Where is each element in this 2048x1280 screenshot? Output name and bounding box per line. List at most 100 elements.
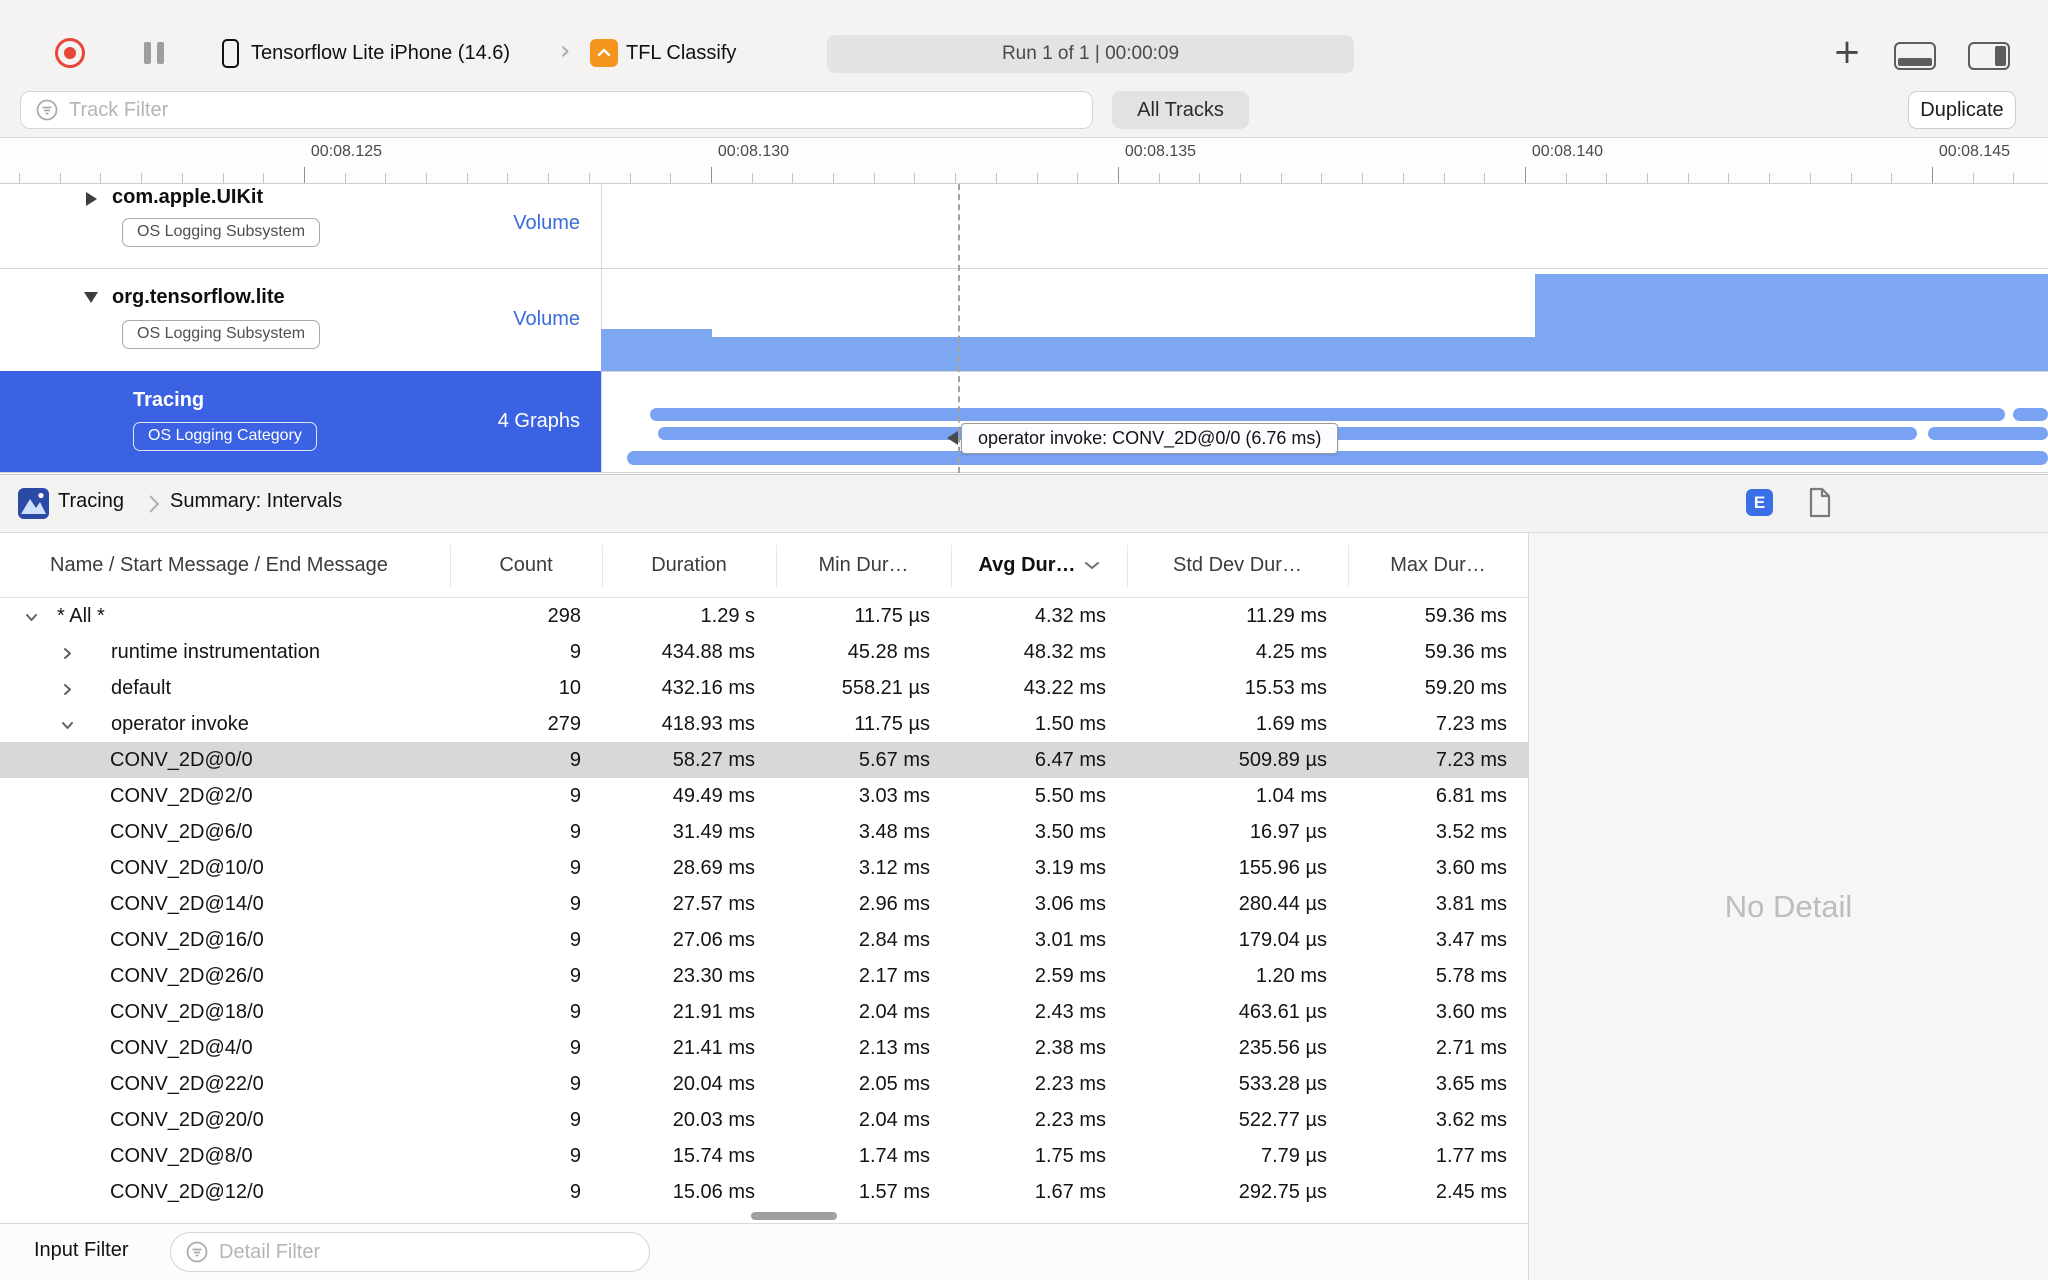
track-title[interactable]: org.tensorflow.lite [112,286,285,308]
interval-bar[interactable] [627,451,2048,465]
volume-graph-segment[interactable] [1535,274,2048,371]
column-header-duration[interactable]: Duration [651,554,727,576]
table-row-selected[interactable]: CONV_2D@0/0 9 58.27 ms 5.67 ms 6.47 ms 509.89… [0,742,1528,778]
view-mode-button[interactable]: E [1746,489,1773,516]
table-row[interactable]: operator invoke 279 418.93 ms 11.75 µs 1.50 … [0,706,1528,742]
pause-button[interactable] [144,42,151,64]
ruler-minor-tick [1484,173,1486,183]
table-row[interactable]: default 10 432.16 ms 558.21 µs 43.22 ms 15.53… [0,670,1528,706]
pause-icon[interactable] [157,42,164,64]
detail-filter-field[interactable] [170,1232,650,1272]
ruler-minor-tick [1443,173,1445,183]
row-count: 9 [569,748,581,771]
input-filter-label[interactable]: Input Filter [34,1239,129,1261]
disclosure-right-icon[interactable] [86,192,97,206]
toggle-bottom-panel-button[interactable] [1894,42,1936,70]
document-icon[interactable] [1808,487,1832,523]
table-row[interactable]: CONV_2D@20/0 9 20.03 ms 2.04 ms 2.23 ms 522.7… [0,1102,1528,1138]
run-status: Run 1 of 1 | 00:00:09 [827,35,1354,73]
column-header-name[interactable]: Name / Start Message / End Message [50,554,388,576]
column-divider [951,545,952,587]
all-tracks-button[interactable]: All Tracks [1112,91,1249,129]
table-row[interactable]: CONV_2D@16/0 9 27.06 ms 2.84 ms 3.01 ms 179.0… [0,922,1528,958]
track-filter-field[interactable] [20,91,1093,129]
interval-bar[interactable] [650,408,2005,421]
disclosure-down-icon[interactable] [24,608,39,631]
row-name: runtime instrumentation [111,640,320,663]
table-row[interactable]: CONV_2D@26/0 9 23.30 ms 2.17 ms 2.59 ms 1.20 … [0,958,1528,994]
row-name: CONV_2D@4/0 [110,1036,253,1059]
disclosure-down-icon[interactable] [84,292,98,303]
column-divider [602,545,603,587]
device-selector[interactable]: Tensorflow Lite iPhone (14.6) [251,42,511,64]
column-header-max[interactable]: Max Dur… [1390,554,1486,576]
row-stddev: 4.25 ms [1255,640,1327,663]
ruler-minor-tick [1972,173,1974,183]
column-divider [776,545,777,587]
volume-graph-segment[interactable] [712,337,1535,371]
row-stddev: 155.96 µs [1238,856,1327,879]
disclosure-right-icon[interactable] [60,644,75,667]
add-instrument-button[interactable]: + [1832,32,1862,72]
row-avg: 2.23 ms [1034,1072,1106,1095]
disclosure-down-icon[interactable] [60,716,75,739]
record-button[interactable] [55,38,85,68]
column-header-avg-sorted[interactable]: Avg Dur… [951,533,1127,598]
track-meta: 4 Graphs [497,410,580,432]
table-row[interactable]: CONV_2D@12/0 9 15.06 ms 1.57 ms 1.67 ms 292.7… [0,1174,1528,1210]
table-row[interactable]: runtime instrumentation 9 434.88 ms 45.28 m… [0,634,1528,670]
table-row[interactable]: CONV_2D@8/0 9 15.74 ms 1.74 ms 1.75 ms 7.79 µ… [0,1138,1528,1174]
table-row[interactable]: CONV_2D@22/0 9 20.04 ms 2.05 ms 2.23 ms 533.2… [0,1066,1528,1102]
row-avg: 1.50 ms [1034,712,1106,735]
row-count: 9 [569,856,581,879]
column-header-stddev[interactable]: Std Dev Dur… [1173,554,1302,576]
row-min: 3.48 ms [858,820,930,843]
row-duration: 28.69 ms [672,856,755,879]
track-separator [0,472,2048,473]
row-min: 3.03 ms [858,784,930,807]
row-min: 1.57 ms [858,1180,930,1203]
table-row[interactable]: CONV_2D@2/0 9 49.49 ms 3.03 ms 5.50 ms 1.04 m… [0,778,1528,814]
breadcrumb-chevron-icon: › [560,36,571,66]
interval-bar[interactable] [1928,427,2048,440]
table-row[interactable]: CONV_2D@4/0 9 21.41 ms 2.13 ms 2.38 ms 235.56… [0,1030,1528,1066]
column-header-min[interactable]: Min Dur… [818,554,909,576]
column-header-count[interactable]: Count [499,554,553,576]
duplicate-button[interactable]: Duplicate [1908,91,2016,129]
row-min: 2.04 ms [858,1000,930,1023]
breadcrumb-root[interactable]: Tracing [58,490,124,512]
detail-filter-input[interactable] [219,1240,649,1264]
volume-graph-segment[interactable] [601,329,712,371]
column-divider [450,545,451,587]
timeline-ruler[interactable]: 00:08.125 00:08.130 00:08.135 00:08.140 00:0… [0,138,2048,184]
iphone-icon [222,39,239,68]
row-count: 9 [569,928,581,951]
row-min: 2.05 ms [858,1072,930,1095]
process-selector[interactable]: TFL Classify [626,42,737,64]
table-row[interactable]: CONV_2D@18/0 9 21.91 ms 2.04 ms 2.43 ms 463.6… [0,994,1528,1030]
row-avg: 6.47 ms [1034,748,1106,771]
breadcrumb-page[interactable]: Summary: Intervals [170,490,343,512]
row-duration: 418.93 ms [661,712,755,735]
table-row[interactable]: CONV_2D@14/0 9 27.57 ms 2.96 ms 3.06 ms 280.4… [0,886,1528,922]
row-min: 2.96 ms [858,892,930,915]
row-duration: 21.91 ms [672,1000,755,1023]
row-duration: 432.16 ms [661,676,755,699]
track-area: com.apple.UIKit OS Logging Subsystem Vol… [0,184,2048,473]
row-stddev: 533.28 µs [1238,1072,1327,1095]
track-meta: Volume [513,308,580,330]
interval-bar[interactable] [2013,408,2048,421]
table-row[interactable]: CONV_2D@6/0 9 31.49 ms 3.48 ms 3.50 ms 16.97 … [0,814,1528,850]
track-title[interactable]: com.apple.UIKit [112,186,264,208]
track-filter-input[interactable] [69,98,1092,122]
table-row[interactable]: CONV_2D@10/0 9 28.69 ms 3.12 ms 3.19 ms 155.9… [0,850,1528,886]
track-tracing-selected[interactable]: Tracing OS Logging Category 4 Graphs [0,371,601,473]
horizontal-scrollbar[interactable] [751,1212,837,1220]
row-count: 9 [569,820,581,843]
disclosure-right-icon[interactable] [60,680,75,703]
ruler-minor-tick [914,173,916,183]
row-count: 9 [569,1108,581,1131]
row-stddev: 292.75 µs [1238,1180,1327,1203]
table-row[interactable]: * All * 298 1.29 s 11.75 µs 4.32 ms 11.29 ms 5… [0,598,1528,634]
toggle-right-panel-button[interactable] [1968,42,2010,70]
